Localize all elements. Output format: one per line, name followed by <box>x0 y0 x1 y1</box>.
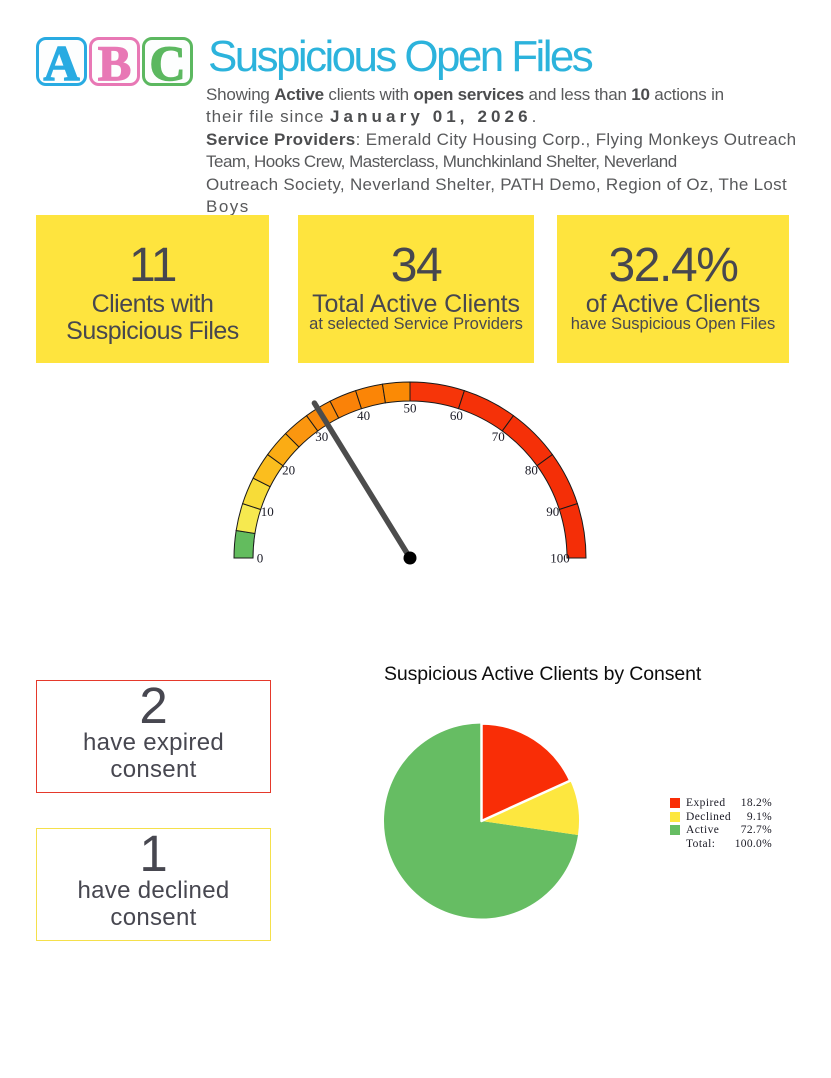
svg-text:60: 60 <box>450 408 463 423</box>
svg-text:40: 40 <box>357 408 370 423</box>
svg-text:90: 90 <box>546 504 559 519</box>
svg-text:30: 30 <box>315 429 328 444</box>
svg-text:20: 20 <box>282 462 295 477</box>
svg-text:10: 10 <box>261 504 274 519</box>
svg-text:70: 70 <box>492 429 505 444</box>
svg-text:80: 80 <box>525 462 538 477</box>
svg-text:100: 100 <box>550 551 570 566</box>
svg-text:0: 0 <box>257 551 264 566</box>
svg-text:50: 50 <box>404 401 417 416</box>
